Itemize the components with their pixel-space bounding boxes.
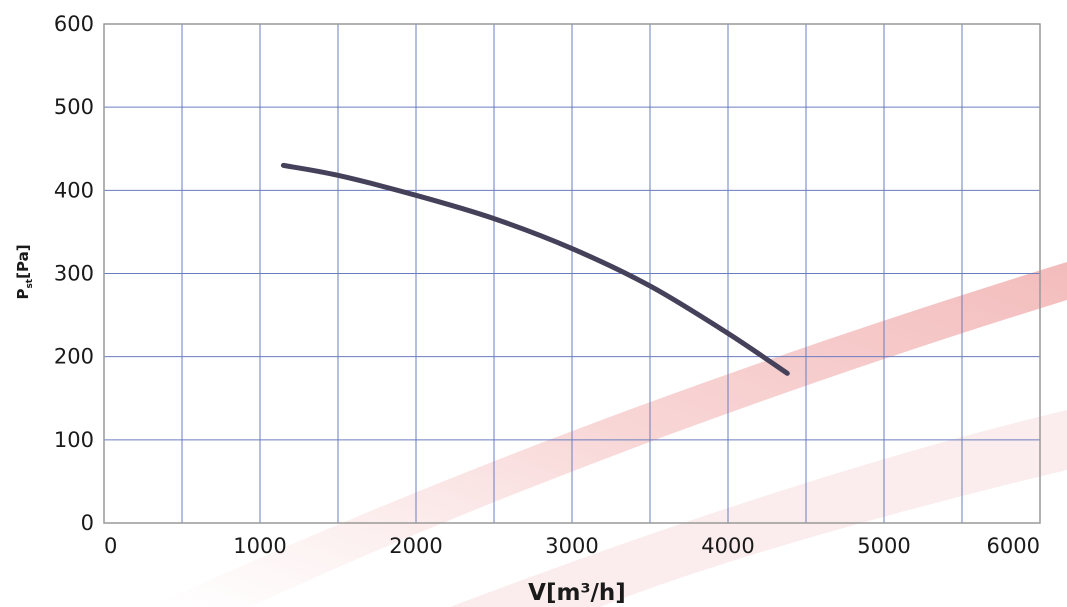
x-tick-label: 5000 (857, 534, 910, 558)
x-tick-label: 1000 (233, 534, 286, 558)
y-axis-label: Pst[Pa] (14, 244, 35, 299)
y-axis-label-unit: [Pa] (14, 244, 32, 278)
x-axis-label: V[m³/h] (528, 580, 626, 606)
plot-frame (103, 23, 1041, 524)
y-tick-label: 600 (54, 12, 94, 36)
y-axis-label-sub: st (25, 278, 35, 288)
x-tick-label: 4000 (701, 534, 754, 558)
y-tick-label: 400 (54, 178, 94, 202)
x-tick-label: 3000 (545, 534, 598, 558)
y-tick-label: 300 (54, 262, 94, 286)
y-axis-label-main: P (14, 289, 32, 300)
y-tick-label: 200 (54, 345, 94, 369)
grid-lines (104, 24, 1040, 523)
y-tick-label: 500 (54, 95, 94, 119)
x-tick-label: 6000 (987, 534, 1040, 558)
series-line (280, 162, 790, 376)
y-tick-label: 0 (81, 511, 94, 535)
x-tick-label: 2000 (389, 534, 442, 558)
y-tick-label: 100 (54, 428, 94, 452)
x-tick-label: 0 (104, 534, 117, 558)
background-swoosh (150, 262, 1067, 607)
